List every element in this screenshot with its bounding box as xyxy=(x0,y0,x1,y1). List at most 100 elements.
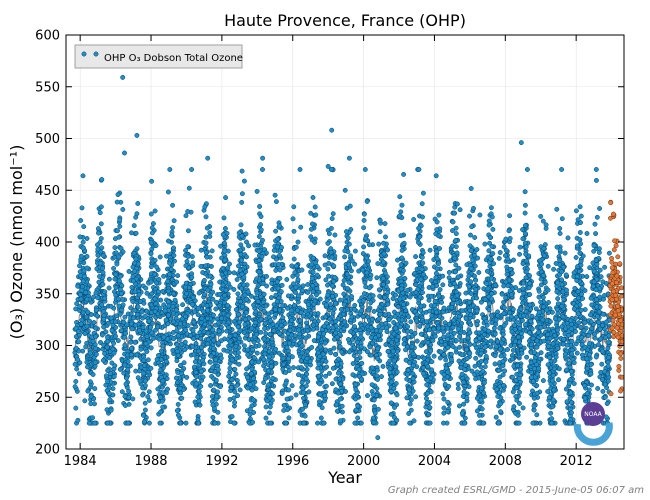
data-point xyxy=(232,400,238,405)
data-point xyxy=(483,353,489,359)
data-point xyxy=(380,282,386,288)
data-point xyxy=(467,243,473,249)
data-point xyxy=(466,300,472,305)
data-point xyxy=(416,167,422,172)
data-point xyxy=(391,320,397,325)
data-point xyxy=(111,340,117,346)
data-point xyxy=(207,273,213,279)
data-point xyxy=(321,420,327,426)
data-point xyxy=(189,254,195,260)
data-point xyxy=(228,384,234,390)
data-point xyxy=(527,330,533,336)
data-point xyxy=(95,242,100,248)
data-point xyxy=(145,394,151,400)
data-point xyxy=(130,396,136,402)
data-point xyxy=(602,264,608,270)
data-point xyxy=(334,408,340,414)
data-point xyxy=(559,303,565,309)
data-point xyxy=(227,270,232,276)
data-point xyxy=(404,376,410,382)
data-point xyxy=(394,392,400,398)
data-point xyxy=(146,389,152,395)
data-point xyxy=(482,364,488,370)
data-point xyxy=(468,186,474,191)
data-point xyxy=(274,323,279,329)
data-point xyxy=(73,379,79,384)
data-point xyxy=(322,253,328,259)
data-point xyxy=(518,306,524,312)
data-point xyxy=(351,345,357,351)
data-point xyxy=(160,288,166,294)
data-point xyxy=(476,420,482,426)
data-point xyxy=(397,194,403,200)
data-point xyxy=(367,276,373,282)
data-point xyxy=(346,241,352,247)
data-point xyxy=(456,265,462,271)
data-point xyxy=(94,313,100,319)
data-point xyxy=(295,277,301,283)
data-point xyxy=(549,378,555,384)
data-point xyxy=(113,250,119,256)
data-point xyxy=(453,338,459,344)
data-point xyxy=(365,330,371,336)
data-point xyxy=(522,210,528,216)
data-point xyxy=(84,236,90,241)
data-point xyxy=(534,412,540,418)
data-point xyxy=(593,177,599,183)
data-point xyxy=(589,302,595,308)
data-point xyxy=(162,308,168,314)
data-point xyxy=(431,326,437,332)
data-point xyxy=(179,395,185,401)
data-point xyxy=(588,312,593,318)
data-point xyxy=(261,356,267,362)
data-point xyxy=(241,343,247,349)
data-point xyxy=(319,405,325,411)
data-point xyxy=(266,368,271,374)
data-point xyxy=(258,227,264,233)
data-point xyxy=(153,327,158,333)
data-point xyxy=(150,320,155,326)
data-point xyxy=(148,345,154,351)
data-point xyxy=(203,250,209,256)
data-point xyxy=(223,195,229,201)
data-point xyxy=(284,396,290,402)
data-point xyxy=(528,370,534,376)
data-point xyxy=(235,393,241,399)
data-point xyxy=(241,178,247,184)
data-point xyxy=(390,296,396,302)
data-point xyxy=(555,301,561,307)
data-point xyxy=(584,391,590,396)
data-point xyxy=(247,411,253,417)
data-point xyxy=(501,299,507,305)
data-point xyxy=(543,225,549,231)
data-point xyxy=(554,206,560,212)
data-point xyxy=(527,292,533,297)
data-point xyxy=(237,387,243,393)
data-point xyxy=(393,325,399,331)
data-point xyxy=(457,333,462,339)
data-point xyxy=(365,393,370,399)
data-point xyxy=(191,364,197,370)
data-point xyxy=(269,280,275,286)
data-point xyxy=(208,383,214,388)
data-point xyxy=(249,359,255,365)
data-point xyxy=(329,216,335,222)
data-point xyxy=(350,372,356,378)
data-point xyxy=(273,228,279,234)
data-point xyxy=(289,307,295,313)
data-point xyxy=(314,292,319,298)
data-point xyxy=(394,369,400,375)
data-point xyxy=(595,386,601,391)
data-point xyxy=(236,312,242,318)
data-point xyxy=(135,201,141,206)
data-point xyxy=(555,296,561,302)
data-point xyxy=(448,357,454,362)
data-point xyxy=(579,352,585,358)
data-point xyxy=(412,331,418,336)
data-point xyxy=(135,304,141,310)
data-point xyxy=(254,350,260,356)
data-point xyxy=(86,420,92,426)
data-point xyxy=(394,349,400,354)
data-point xyxy=(363,284,369,290)
data-point xyxy=(102,289,108,295)
